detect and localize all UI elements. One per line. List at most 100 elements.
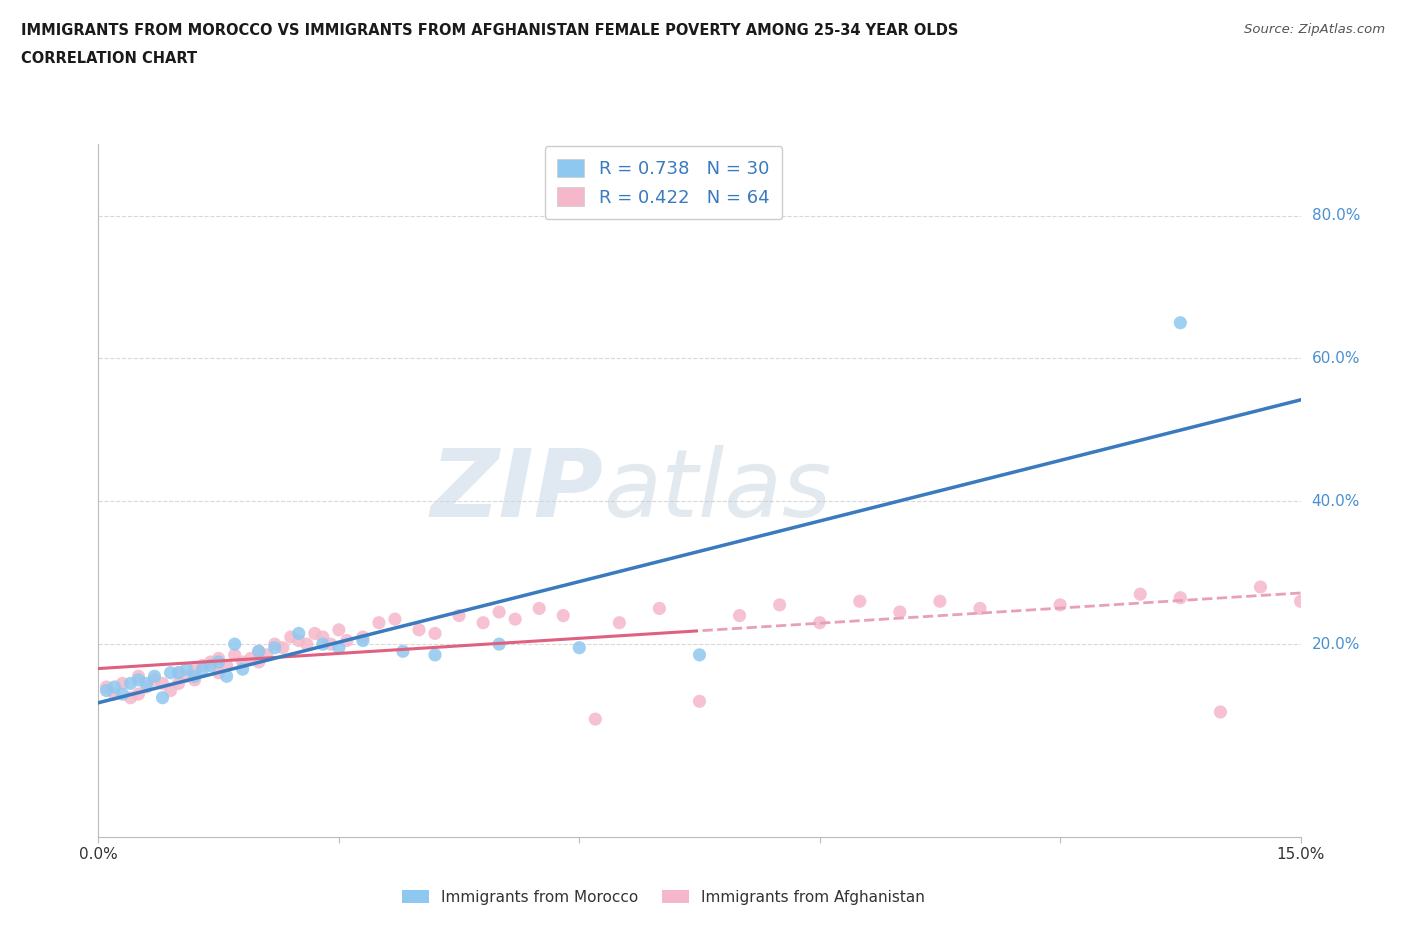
Point bbox=[280, 630, 302, 644]
Point bbox=[1170, 315, 1192, 330]
Point bbox=[200, 658, 222, 673]
Text: atlas: atlas bbox=[603, 445, 831, 536]
Point bbox=[143, 669, 166, 684]
Point bbox=[849, 594, 872, 609]
Point bbox=[120, 690, 142, 705]
Point bbox=[247, 644, 270, 658]
Point bbox=[529, 601, 551, 616]
Point bbox=[167, 676, 190, 691]
Point bbox=[191, 662, 214, 677]
Point bbox=[256, 647, 278, 662]
Point bbox=[128, 686, 150, 701]
Point bbox=[319, 637, 342, 652]
Point bbox=[688, 694, 710, 709]
Point bbox=[159, 684, 181, 698]
Point bbox=[103, 686, 125, 701]
Point bbox=[176, 662, 198, 677]
Text: ZIP: ZIP bbox=[430, 445, 603, 537]
Point bbox=[247, 644, 270, 658]
Point bbox=[1049, 597, 1071, 612]
Text: CORRELATION CHART: CORRELATION CHART bbox=[21, 51, 197, 66]
Point bbox=[423, 647, 446, 662]
Point bbox=[648, 601, 671, 616]
Point bbox=[352, 630, 374, 644]
Point bbox=[488, 637, 510, 652]
Point bbox=[111, 686, 134, 701]
Point bbox=[312, 637, 335, 652]
Point bbox=[728, 608, 751, 623]
Point bbox=[96, 684, 118, 698]
Point bbox=[176, 669, 198, 684]
Text: IMMIGRANTS FROM MOROCCO VS IMMIGRANTS FROM AFGHANISTAN FEMALE POVERTY AMONG 25-3: IMMIGRANTS FROM MOROCCO VS IMMIGRANTS FR… bbox=[21, 23, 959, 38]
Point bbox=[263, 640, 285, 655]
Point bbox=[135, 676, 157, 691]
Point bbox=[128, 669, 150, 684]
Point bbox=[568, 640, 591, 655]
Point bbox=[808, 616, 831, 631]
Point bbox=[232, 662, 254, 677]
Point bbox=[183, 672, 205, 687]
Point bbox=[392, 644, 415, 658]
Point bbox=[200, 655, 222, 670]
Point bbox=[183, 669, 205, 684]
Text: 60.0%: 60.0% bbox=[1312, 351, 1360, 365]
Point bbox=[208, 651, 231, 666]
Point bbox=[143, 672, 166, 687]
Point bbox=[553, 608, 575, 623]
Point bbox=[1129, 587, 1152, 602]
Point bbox=[232, 655, 254, 670]
Point bbox=[152, 676, 174, 691]
Point bbox=[295, 637, 318, 652]
Point bbox=[1170, 591, 1192, 605]
Point bbox=[472, 616, 495, 631]
Point bbox=[128, 672, 150, 687]
Point bbox=[111, 676, 134, 691]
Point bbox=[328, 640, 350, 655]
Point bbox=[215, 669, 238, 684]
Text: 20.0%: 20.0% bbox=[1312, 637, 1360, 652]
Point bbox=[328, 622, 350, 637]
Point bbox=[263, 637, 285, 652]
Point bbox=[969, 601, 991, 616]
Point bbox=[208, 665, 231, 680]
Point bbox=[929, 594, 952, 609]
Point bbox=[312, 630, 335, 644]
Point bbox=[288, 633, 311, 648]
Point bbox=[768, 597, 790, 612]
Point bbox=[336, 633, 359, 648]
Point bbox=[1209, 705, 1232, 720]
Point bbox=[224, 637, 246, 652]
Point bbox=[384, 612, 406, 627]
Text: 40.0%: 40.0% bbox=[1312, 494, 1360, 509]
Point bbox=[488, 604, 510, 619]
Point bbox=[1289, 594, 1312, 609]
Point bbox=[167, 665, 190, 680]
Point bbox=[609, 616, 631, 631]
Point bbox=[271, 640, 294, 655]
Point bbox=[135, 680, 157, 695]
Point bbox=[191, 658, 214, 673]
Point bbox=[167, 665, 190, 680]
Text: 80.0%: 80.0% bbox=[1312, 208, 1360, 223]
Point bbox=[352, 633, 374, 648]
Point bbox=[503, 612, 526, 627]
Legend: Immigrants from Morocco, Immigrants from Afghanistan: Immigrants from Morocco, Immigrants from… bbox=[394, 883, 932, 912]
Point bbox=[583, 711, 606, 726]
Point bbox=[1250, 579, 1272, 594]
Point bbox=[423, 626, 446, 641]
Point bbox=[889, 604, 911, 619]
Point bbox=[447, 608, 470, 623]
Point bbox=[215, 658, 238, 673]
Point bbox=[224, 647, 246, 662]
Point bbox=[120, 676, 142, 691]
Point bbox=[152, 690, 174, 705]
Point bbox=[159, 665, 181, 680]
Point bbox=[288, 626, 311, 641]
Point bbox=[208, 655, 231, 670]
Point bbox=[408, 622, 430, 637]
Point bbox=[103, 680, 125, 695]
Point bbox=[247, 655, 270, 670]
Text: Source: ZipAtlas.com: Source: ZipAtlas.com bbox=[1244, 23, 1385, 36]
Point bbox=[688, 647, 710, 662]
Point bbox=[304, 626, 326, 641]
